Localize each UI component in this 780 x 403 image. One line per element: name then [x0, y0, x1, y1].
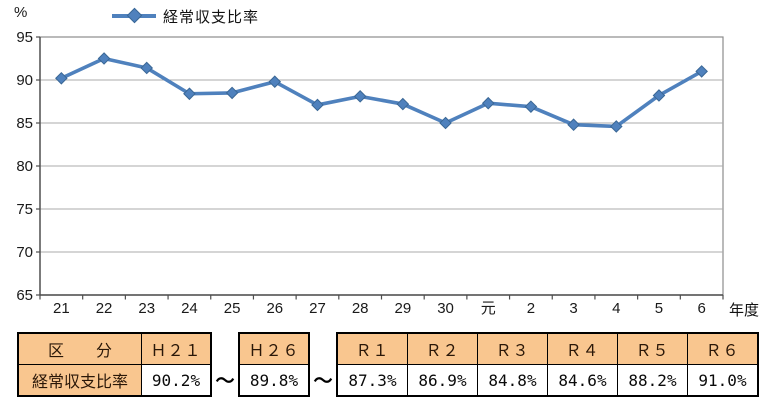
x-tick-label: 25 [224, 300, 241, 317]
x-tick-label: 29 [395, 300, 412, 317]
y-tick-label: 80 [16, 158, 33, 175]
data-point-marker [183, 87, 196, 101]
x-tick-label: 4 [612, 300, 620, 317]
table-header-cell: Ｒ５ [617, 332, 688, 365]
table-row-label: 経常収支比率 [17, 364, 142, 397]
table-value-cell: 84.8% [477, 364, 548, 397]
y-tick-label: 85 [16, 115, 33, 132]
table-header-cell: Ｒ４ [547, 332, 618, 365]
y-tick-label: 70 [16, 244, 33, 261]
table-value-cell: 89.8% [238, 364, 310, 397]
data-point-marker [524, 100, 538, 113]
table-header-cell: Ｒ１ [336, 332, 408, 365]
data-point-marker [439, 116, 452, 130]
table-value-cell: 88.2% [617, 364, 688, 397]
table-header-cell: Ｒ２ [407, 332, 478, 365]
data-point-marker [652, 89, 666, 102]
data-point-marker [225, 86, 239, 100]
table-group: 区 分 Ｈ２１ 経常収支比率 90.2% [17, 332, 212, 397]
table-separator: ～ [215, 371, 235, 392]
table-value-cell: 86.9% [407, 364, 478, 397]
data-point-marker [396, 97, 410, 111]
table-header-cell: Ｒ３ [477, 332, 548, 365]
legend-label: 経常収支比率 [163, 8, 260, 26]
x-tick-label: 28 [352, 300, 369, 317]
data-point-marker [695, 65, 708, 78]
x-tick-label: 22 [96, 300, 113, 317]
table-header-cell: Ｈ２６ [238, 332, 310, 365]
data-point-marker [97, 52, 111, 65]
data-point-marker [55, 71, 68, 85]
data-point-marker [481, 96, 495, 110]
x-tick-label: 3 [569, 300, 577, 317]
x-tick-label: 23 [138, 300, 155, 317]
data-point-marker [567, 118, 580, 132]
table-value-cell: 91.0% [687, 364, 759, 397]
x-tick-label: 元 [481, 300, 496, 317]
x-tick-label: 5 [655, 300, 663, 317]
y-tick-label: 90 [16, 72, 33, 89]
y-axis-unit-label: % [14, 4, 28, 21]
data-point-marker [609, 120, 623, 133]
legend: 経常収支比率 [112, 5, 259, 27]
table-value-cell: 90.2% [141, 364, 212, 397]
table-header-cell: Ｈ２１ [141, 332, 212, 365]
table-value-cell: 84.6% [547, 364, 618, 397]
x-tick-label: 26 [266, 300, 283, 317]
x-axis-unit-label: 年度 [729, 302, 760, 319]
x-tick-label: 27 [309, 300, 326, 317]
y-tick-label: 65 [16, 287, 33, 304]
table-group: Ｒ１ Ｒ２ Ｒ３ Ｒ４ Ｒ５ Ｒ６ 87.3% 86.9% 84.8% 84.6% 88.2% 91.… [336, 332, 759, 397]
data-point-marker [353, 90, 367, 103]
series-line [59, 56, 704, 129]
table-value-cell: 87.3% [336, 364, 408, 397]
legend-diamond-marker-icon [126, 7, 143, 24]
table-header-cell: Ｒ６ [687, 332, 759, 365]
table-corner-header: 区 分 [17, 332, 142, 365]
x-tick-label: 21 [53, 300, 70, 317]
x-tick-label: 6 [697, 300, 705, 317]
data-point-marker [268, 75, 282, 89]
x-tick-label: 30 [437, 300, 454, 317]
legend-line-sample [112, 7, 156, 24]
x-tick-label: 2 [527, 300, 535, 317]
summary-table: 区 分 Ｈ２１ 経常収支比率 90.2% ～ Ｈ２６ 89.8% ～ Ｒ１ Ｒ２ Ｒ３ Ｒ４ Ｒ５ Ｒ６ 8… [17, 332, 759, 399]
y-tick-label: 95 [16, 29, 33, 46]
table-group: Ｈ２６ 89.8% [238, 332, 310, 397]
table-separator: ～ [313, 371, 333, 392]
y-tick-label: 75 [16, 201, 33, 218]
data-point-marker [311, 98, 324, 112]
data-point-marker [140, 61, 154, 75]
x-tick-label: 24 [181, 300, 198, 317]
